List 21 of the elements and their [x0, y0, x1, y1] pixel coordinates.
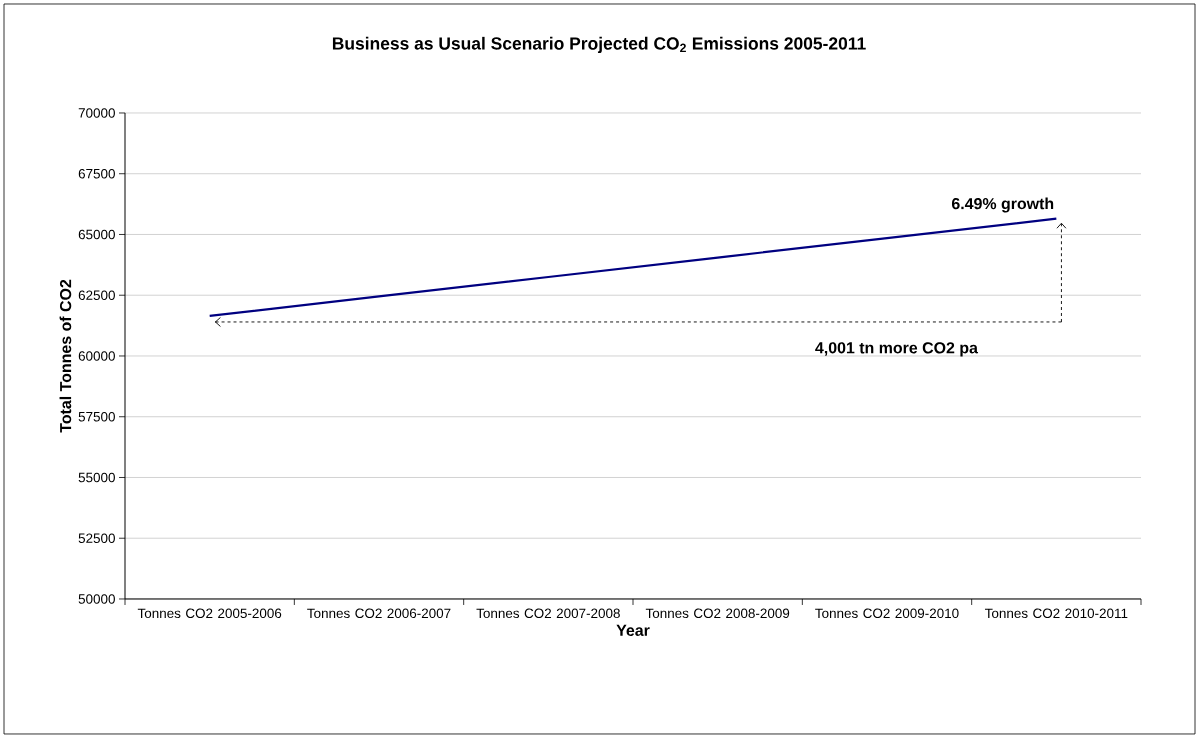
- y-tick-label: 52500: [78, 533, 115, 543]
- x-tick-label: Tonnes CO2 2009-2010: [815, 608, 959, 619]
- x-axis-title: Year: [616, 624, 650, 636]
- y-tick-label: 67500: [78, 168, 115, 179]
- y-tick-label: 50000: [78, 594, 115, 604]
- x-tick-label: Tonnes CO2 2005-2006: [137, 608, 282, 619]
- y-axis-title: Total Tonnes of CO2: [59, 279, 72, 433]
- x-tick-label: Tonnes CO2 2006-2007: [307, 608, 451, 619]
- chart-title: Business as Usual Scenario Projected CO$_{2}$ Emissions 2005-2011: [332, 36, 866, 54]
- x-tick-label: Tonnes CO2 2007-2008: [476, 608, 620, 619]
- y-tick-label: 65000: [78, 229, 115, 240]
- x-tick-label: Tonnes CO2 2010-2011: [984, 608, 1128, 619]
- ref-line-label: 4,001 tn more CO2 pa: [815, 342, 979, 357]
- annotation: 6.49% growth: [951, 197, 1054, 213]
- y-tick-label: 55000: [78, 472, 115, 483]
- y-tick-label: 62500: [78, 290, 115, 300]
- y-tick-label: 70000: [78, 108, 115, 118]
- y-tick-label: 60000: [78, 351, 115, 361]
- y-tick-label: 57500: [78, 411, 115, 422]
- x-tick-label: Tonnes CO2 2008-2009: [645, 608, 790, 619]
- line-series: [208, 217, 1058, 317]
